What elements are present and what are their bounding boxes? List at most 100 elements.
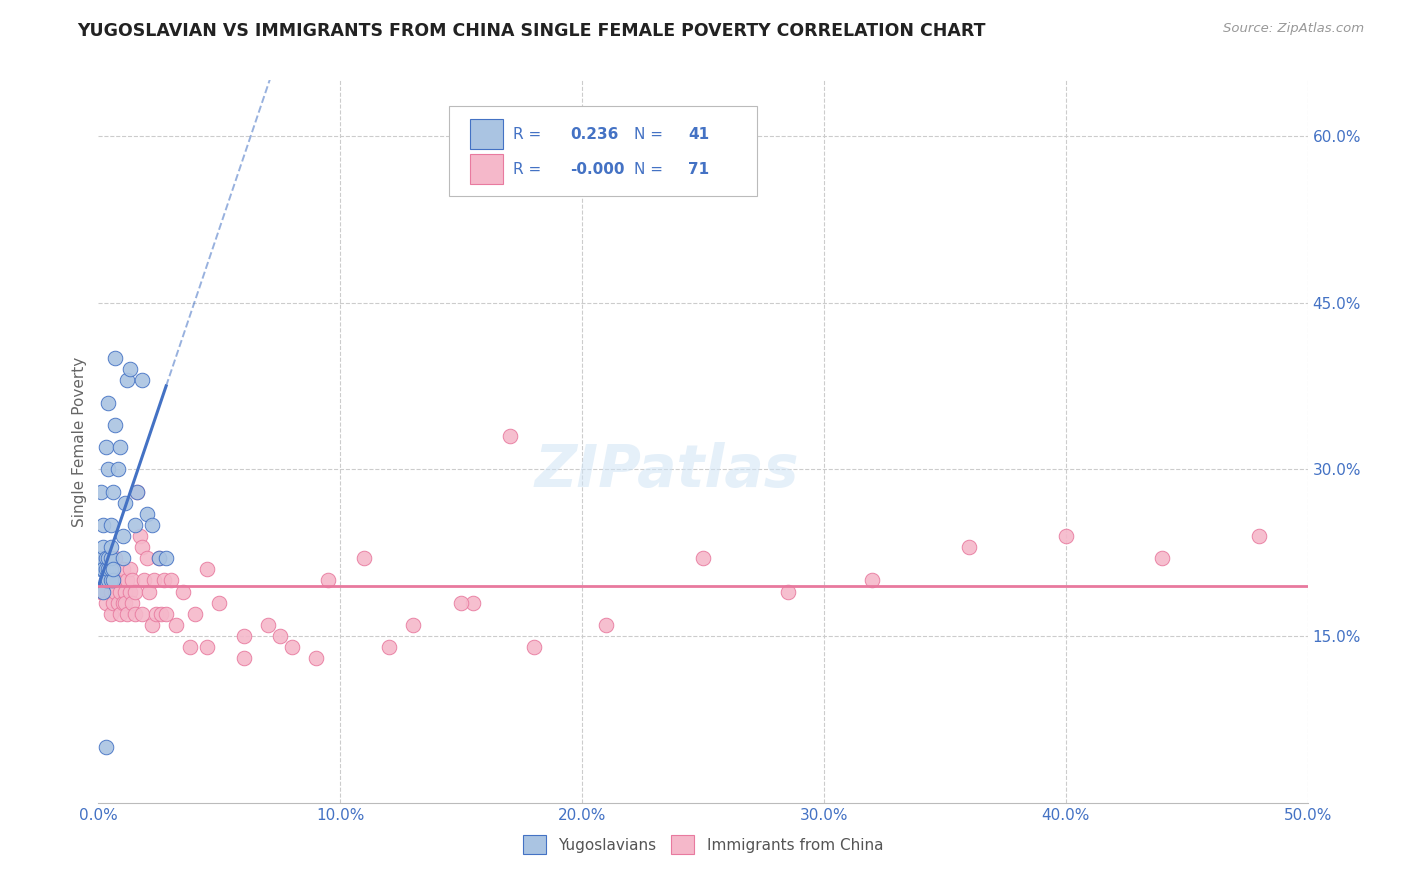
Point: [145, 607, 167, 621]
Point: [595, 618, 617, 632]
Point: [107, 462, 129, 476]
Bar: [470, 153, 503, 184]
Point: [101, 596, 124, 610]
Point: [97, 574, 120, 588]
Point: [179, 640, 201, 655]
Point: [138, 584, 160, 599]
Point: [377, 640, 399, 655]
Point: [97, 562, 120, 576]
Point: [114, 584, 136, 599]
Point: [150, 607, 173, 621]
Text: 41: 41: [689, 127, 710, 142]
Point: [97, 574, 120, 588]
Point: [135, 507, 157, 521]
Point: [498, 429, 520, 443]
Point: [860, 574, 883, 588]
Point: [155, 607, 177, 621]
Point: [91, 562, 114, 576]
Point: [114, 596, 136, 610]
Point: [402, 618, 425, 632]
Point: [1054, 529, 1077, 543]
Point: [118, 362, 141, 376]
Point: [353, 551, 375, 566]
Point: [316, 574, 339, 588]
Bar: [470, 119, 503, 149]
Point: [91, 540, 114, 554]
Point: [134, 574, 156, 588]
Point: [111, 562, 134, 576]
Point: [97, 395, 120, 409]
Point: [94, 596, 117, 610]
Point: [104, 417, 127, 432]
Point: [152, 574, 174, 588]
Text: N =: N =: [634, 127, 664, 142]
Point: [104, 551, 127, 566]
Point: [165, 618, 187, 632]
Point: [281, 640, 304, 655]
Point: [104, 351, 127, 366]
Point: [107, 596, 129, 610]
Point: [127, 484, 149, 499]
Point: [90, 484, 112, 499]
Point: [100, 584, 122, 599]
FancyBboxPatch shape: [449, 105, 758, 196]
Point: [114, 496, 136, 510]
Point: [1249, 529, 1271, 543]
Point: [91, 517, 114, 532]
Point: [141, 618, 163, 632]
Point: [160, 574, 183, 588]
Text: R =: R =: [513, 161, 541, 177]
Point: [94, 740, 117, 755]
Y-axis label: Single Female Poverty: Single Female Poverty: [72, 357, 87, 526]
Point: [305, 651, 328, 665]
Point: [117, 574, 139, 588]
Point: [91, 584, 114, 599]
Point: [90, 562, 112, 576]
Point: [111, 551, 134, 566]
Point: [124, 584, 146, 599]
Point: [90, 584, 112, 599]
Point: [128, 529, 150, 543]
Point: [124, 607, 146, 621]
Point: [256, 618, 278, 632]
Point: [131, 607, 153, 621]
Point: [127, 484, 149, 499]
Point: [523, 640, 546, 655]
Point: [100, 574, 122, 588]
Point: [957, 540, 980, 554]
Point: [155, 551, 177, 566]
Text: 71: 71: [689, 161, 710, 177]
Point: [104, 584, 127, 599]
Point: [111, 529, 134, 543]
Point: [124, 517, 146, 532]
Point: [100, 540, 122, 554]
Point: [208, 596, 231, 610]
Point: [107, 574, 129, 588]
Point: [101, 484, 124, 499]
Point: [450, 596, 472, 610]
Point: [131, 540, 153, 554]
Point: [232, 629, 254, 643]
Point: [232, 651, 254, 665]
Point: [111, 596, 134, 610]
Point: [141, 517, 163, 532]
Point: [463, 596, 485, 610]
Point: [108, 584, 131, 599]
Point: [108, 607, 131, 621]
Text: YUGOSLAVIAN VS IMMIGRANTS FROM CHINA SINGLE FEMALE POVERTY CORRELATION CHART: YUGOSLAVIAN VS IMMIGRANTS FROM CHINA SIN…: [77, 22, 986, 40]
Point: [148, 551, 170, 566]
Point: [121, 596, 143, 610]
Point: [97, 551, 120, 566]
Point: [118, 562, 141, 576]
Point: [100, 607, 122, 621]
Point: [1152, 551, 1174, 566]
Point: [131, 373, 153, 387]
Point: [184, 607, 207, 621]
Point: [269, 629, 291, 643]
Point: [143, 574, 166, 588]
Point: [97, 462, 120, 476]
Point: [117, 607, 139, 621]
Text: R =: R =: [513, 127, 541, 142]
Point: [195, 640, 218, 655]
Point: [117, 373, 139, 387]
